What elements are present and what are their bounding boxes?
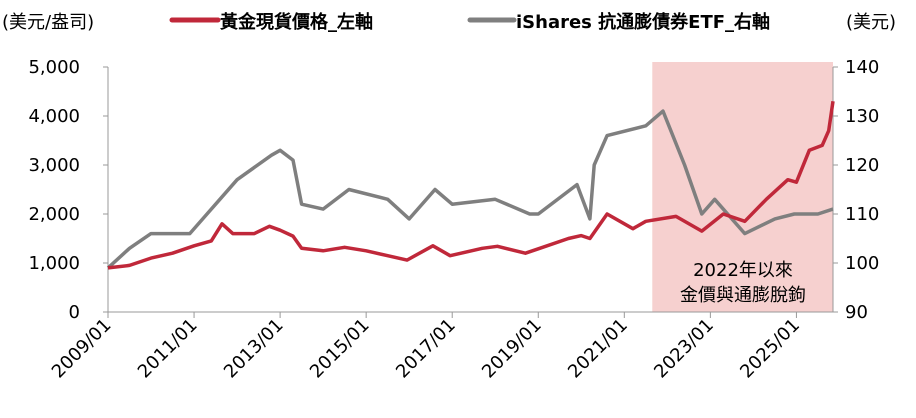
x-tick-label: 2013/01 — [220, 315, 288, 383]
right-tick-label: 140 — [845, 57, 879, 78]
x-tick-label: 2021/01 — [564, 315, 632, 383]
right-tick-label: 130 — [845, 106, 879, 127]
highlight-region — [652, 62, 833, 312]
left-tick-label: 0 — [69, 302, 80, 323]
right-tick-label: 110 — [845, 204, 879, 225]
left-tick-label: 4,000 — [28, 106, 80, 127]
right-tick-label: 100 — [845, 253, 879, 274]
x-tick-label: 2017/01 — [392, 315, 460, 383]
gold-price-line — [107, 101, 835, 270]
x-tick-label: 2011/01 — [134, 315, 202, 383]
left-unit-label: (美元/盎司) — [2, 12, 94, 33]
annotation-line1: 2022年以來 — [693, 260, 793, 281]
x-tick-label: 2025/01 — [736, 315, 804, 383]
left-tick-label: 2,000 — [28, 204, 80, 225]
tips-etf-line — [106, 109, 834, 270]
x-tick-label: 2009/01 — [48, 315, 116, 383]
legend-tips-label: iShares 抗通膨債券ETF_右軸 — [516, 11, 770, 33]
right-tick-label: 90 — [845, 302, 868, 323]
right-unit-label: (美元) — [846, 12, 896, 33]
x-tick-label: 2015/01 — [306, 315, 374, 383]
right-tick-label: 120 — [845, 155, 879, 176]
annotation-line2: 金價與通膨脫鉤 — [680, 285, 806, 306]
left-tick-label: 1,000 — [28, 253, 80, 274]
left-tick-label: 5,000 — [28, 57, 80, 78]
x-tick-label: 2019/01 — [478, 315, 546, 383]
x-tick-label: 2023/01 — [650, 315, 718, 383]
legend-gold-label: 黃金現貨價格_左軸 — [219, 11, 373, 33]
left-tick-label: 3,000 — [28, 155, 80, 176]
